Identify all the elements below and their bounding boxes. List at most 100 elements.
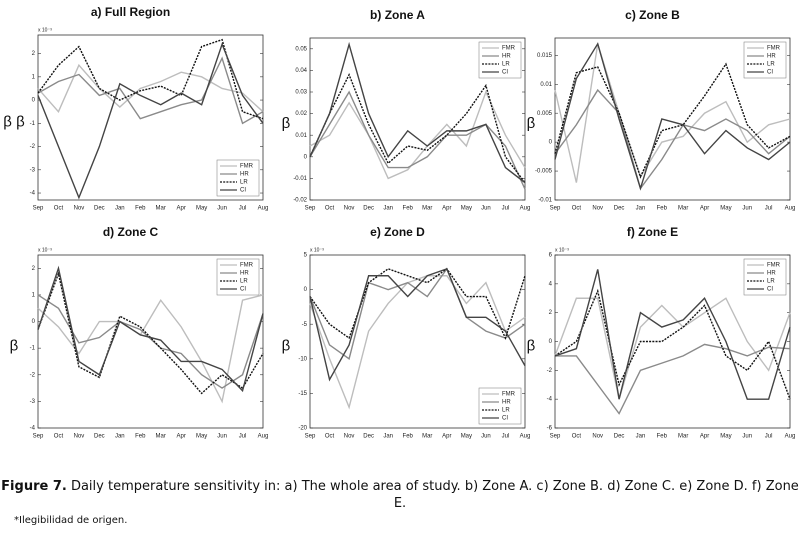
x-tick-label: May [461, 434, 472, 440]
x-tick-label: Aug [520, 434, 531, 440]
series-line [309, 267, 526, 382]
y-tick-label: -0.01 [538, 198, 552, 204]
legend-label: LR [502, 408, 510, 414]
x-tick-label: Mar [678, 206, 688, 212]
y-tick-label: 1 [32, 293, 36, 299]
series-line [554, 288, 791, 400]
x-tick-label: Jun [217, 434, 227, 440]
x-tick-label: Jan [383, 434, 393, 440]
legend-label: FMR [240, 164, 254, 170]
x-tick-label: Feb [657, 434, 668, 440]
legend-label: CI [240, 287, 246, 293]
x-tick-label: Apr [700, 206, 709, 212]
x-tick-label: Apr [442, 434, 451, 440]
x-tick-label: Nov [592, 206, 603, 212]
y-tick-label: -5 [302, 322, 308, 328]
x-tick-label: Dec [363, 206, 374, 212]
panel: d) Zone C β x 10⁻³ -4 -3 -2 -1 0 1 2 Sep Oct Nov Dec J… [10, 225, 269, 439]
legend-label: HR [767, 271, 776, 277]
y-tick-label: -3 [30, 399, 36, 405]
legend-label: HR [767, 54, 776, 60]
x-tick-label: Jan [115, 434, 125, 440]
y-tick-label: -1 [30, 346, 36, 352]
y-unit: x 10⁻³ [38, 247, 52, 253]
x-tick-label: Apr [442, 206, 451, 212]
legend-label: CI [502, 70, 508, 76]
y-tick-label: -0.01 [293, 176, 307, 182]
panel: b) Zone A β -0.02 -0.01 0 0.01 0.02 0.03 0.04 0.0… [282, 8, 531, 211]
y-tick-label: 6 [549, 253, 553, 259]
legend-label: LR [767, 279, 775, 285]
caption: Figure 7. Daily temperature sensitivity … [0, 478, 800, 512]
series-line [309, 267, 526, 360]
x-tick-label: Jul [239, 206, 247, 212]
y-tick-label: -2 [30, 372, 36, 378]
x-tick-label: Mar [678, 434, 688, 440]
x-tick-label: Jul [765, 434, 773, 440]
legend-label: HR [502, 400, 511, 406]
y-axis-label: β [10, 337, 19, 354]
y-tick-label: 2 [32, 266, 36, 272]
x-tick-label: Sep [305, 434, 316, 440]
x-tick-label: Sep [550, 206, 561, 212]
x-tick-label: Oct [572, 206, 582, 212]
x-tick-label: Jul [765, 206, 773, 212]
legend-label: CI [502, 416, 508, 422]
x-tick-label: Dec [94, 206, 105, 212]
panel-title: d) Zone C [103, 225, 159, 239]
y-unit: x 10⁻³ [555, 247, 569, 253]
panel-title: a) Full Region [91, 5, 170, 19]
x-tick-label: Mar [422, 434, 432, 440]
series-line [37, 265, 264, 393]
x-tick-label: Nov [74, 206, 85, 212]
y-tick-label: -2 [547, 368, 553, 374]
x-tick-label: Feb [657, 206, 668, 212]
y-tick-label: 0.015 [537, 53, 553, 59]
y-tick-label: 0 [549, 339, 553, 345]
x-tick-label: May [196, 434, 207, 440]
y-tick-label: 5 [304, 253, 308, 259]
x-tick-label: Apr [177, 434, 186, 440]
x-tick-label: Jan [636, 434, 646, 440]
y-tick-label: 0.04 [295, 68, 307, 74]
panel-title: e) Zone D [370, 225, 425, 239]
x-tick-label: May [196, 206, 207, 212]
y-tick-label: -10 [298, 356, 307, 362]
x-tick-label: Feb [403, 434, 414, 440]
y-tick-label: 2 [549, 310, 553, 316]
y-tick-label: 0 [32, 319, 36, 325]
y-tick-label: 0.005 [537, 111, 553, 117]
x-tick-label: Jul [502, 434, 510, 440]
legend-label: LR [767, 62, 775, 68]
series-line [554, 269, 791, 400]
x-tick-label: Jul [502, 206, 510, 212]
x-tick-label: May [720, 434, 731, 440]
legend-label: FMR [767, 46, 781, 52]
x-tick-label: Oct [325, 206, 335, 212]
legend-label: FMR [767, 263, 781, 269]
x-tick-label: Jun [481, 434, 491, 440]
panel-title: f) Zone E [627, 225, 678, 239]
y-tick-label: 4 [549, 281, 553, 287]
y-tick-label: 0.01 [540, 82, 552, 88]
x-tick-label: Aug [785, 206, 796, 212]
x-tick-label: Oct [325, 434, 335, 440]
series-line [309, 41, 526, 184]
y-tick-label: -20 [298, 426, 307, 432]
y-tick-label: -0.02 [293, 198, 307, 204]
x-tick-label: Feb [135, 206, 146, 212]
series-line [554, 62, 791, 179]
x-tick-label: May [720, 206, 731, 212]
series-line [555, 343, 791, 415]
y-tick-label: -4 [30, 191, 36, 197]
y-tick-label: 0 [304, 287, 308, 293]
x-tick-label: Feb [403, 206, 414, 212]
legend-label: CI [767, 70, 773, 76]
series-line [554, 88, 791, 190]
x-tick-label: May [461, 206, 472, 212]
y-unit: x 10⁻³ [310, 247, 324, 253]
series-line [309, 73, 526, 184]
note: *Ilegibilidad de origen. [14, 515, 128, 526]
x-tick-label: Sep [33, 206, 44, 212]
